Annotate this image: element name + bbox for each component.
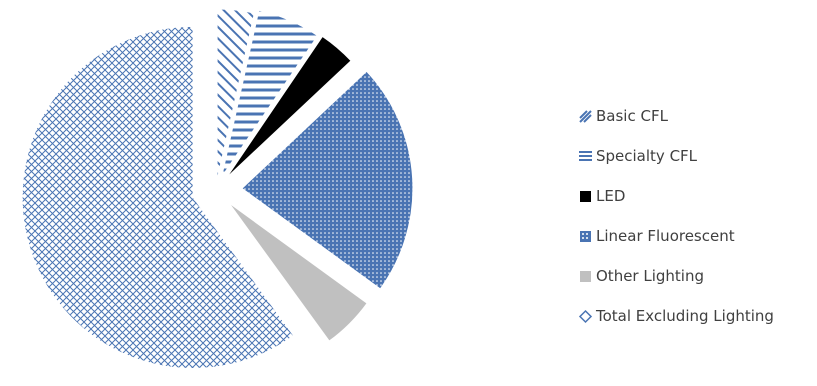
legend-item-other-lighting: Other Lighting	[578, 256, 814, 296]
legend-swatch	[578, 189, 593, 204]
legend-label: Basic CFL	[596, 106, 668, 125]
legend-item-total-excluding-lighting: Total Excluding Lighting	[578, 296, 814, 336]
legend-swatch	[578, 269, 593, 284]
legend-label: Linear Fluorescent	[596, 226, 735, 245]
legend-item-led: LED	[578, 176, 814, 216]
chart-legend: Basic CFL Specialty CFL LED Linear Fluoresc…	[578, 96, 814, 336]
legend-label: LED	[596, 186, 626, 205]
legend-label: Other Lighting	[596, 266, 704, 285]
legend-swatch	[578, 229, 593, 244]
legend-item-specialty-cfl: Specialty CFL	[578, 136, 814, 176]
legend-item-linear-fluorescent: Linear Fluorescent	[578, 216, 814, 256]
legend-swatch	[578, 149, 593, 164]
legend-label: Specialty CFL	[596, 146, 698, 165]
pie-slice-specialty-cfl	[221, 9, 319, 178]
legend-item-basic-cfl: Basic CFL	[578, 96, 814, 136]
pie-slice-total-excluding-lighting	[21, 25, 295, 369]
pie-slices	[21, 8, 414, 369]
legend-swatch	[578, 309, 593, 324]
pie-slice-led	[225, 35, 352, 179]
legend-swatch	[578, 109, 593, 124]
legend-label: Total Excluding Lighting	[596, 306, 774, 325]
pie-slice-other-lighting	[228, 202, 368, 342]
pie-slice-basic-cfl	[216, 8, 255, 181]
pie-slice-linear-fluorescent	[241, 70, 414, 290]
